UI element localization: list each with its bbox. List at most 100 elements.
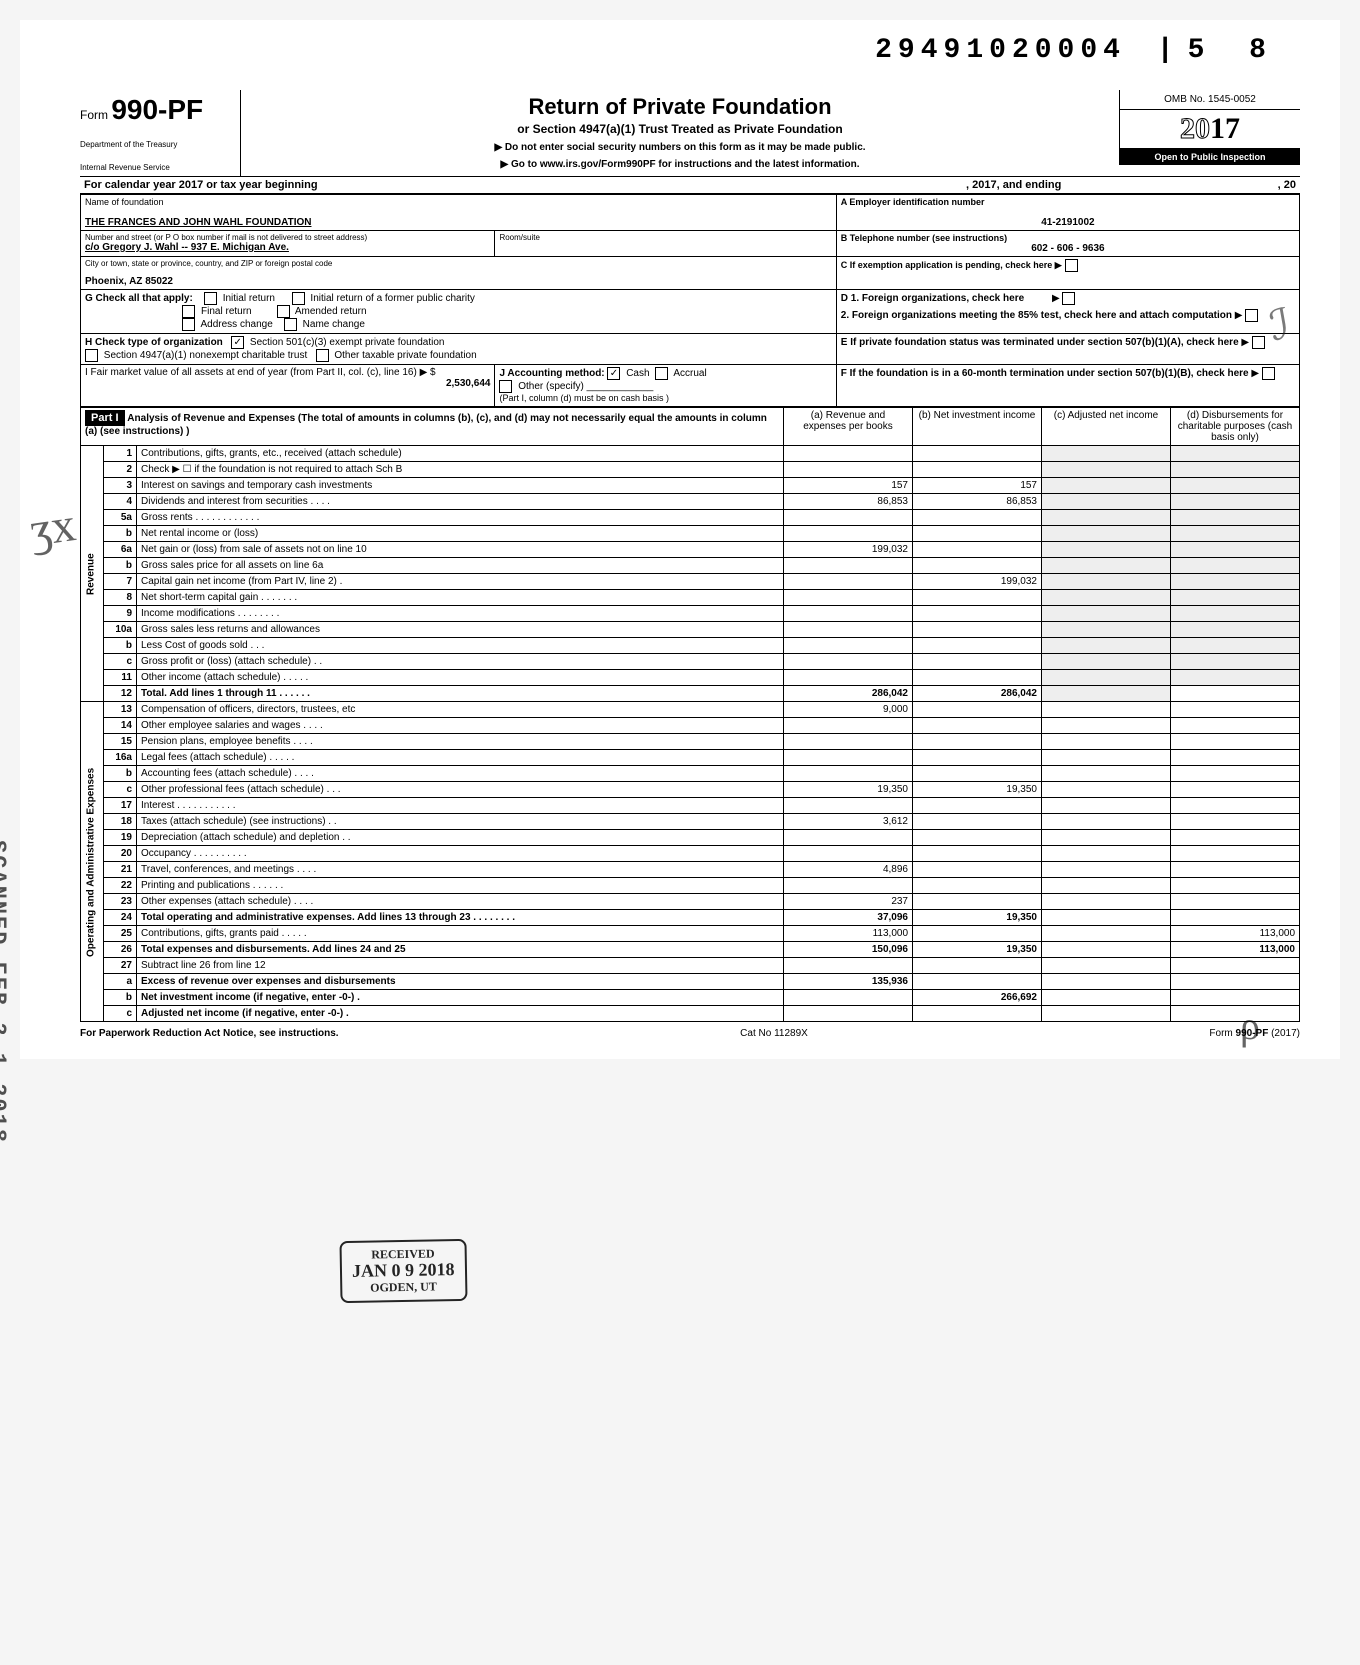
amount-cell-b (913, 878, 1042, 894)
amount-cell-b (913, 814, 1042, 830)
amount-cell-c (1042, 750, 1171, 766)
j-cash-checkbox[interactable]: ✓ (607, 367, 620, 380)
amount-cell-b (913, 526, 1042, 542)
j-accrual-checkbox[interactable] (655, 367, 668, 380)
j-other-checkbox[interactable] (499, 380, 512, 393)
amount-cell-a (784, 1006, 913, 1022)
amount-cell-a (784, 638, 913, 654)
row-description: Net gain or (loss) from sale of assets n… (137, 542, 784, 558)
amount-cell-a (784, 718, 913, 734)
row-number: b (104, 638, 137, 654)
instr-1: ▶ Do not enter social security numbers o… (249, 142, 1111, 153)
g-address-checkbox[interactable] (182, 318, 195, 331)
row-number: 21 (104, 862, 137, 878)
amount-cell-d (1171, 654, 1300, 670)
right-header-box: OMB No. 1545-0052 2017 Open to Public In… (1119, 90, 1300, 165)
row-description: Printing and publications . . . . . . (137, 878, 784, 894)
tel-label: B Telephone number (see instructions) (841, 233, 1295, 243)
row-description: Check ▶ ☐ if the foundation is not requi… (137, 462, 784, 478)
g-label: G Check all that apply: (85, 293, 193, 304)
amount-cell-b (913, 622, 1042, 638)
row-description: Travel, conferences, and meetings . . . … (137, 862, 784, 878)
h-other-checkbox[interactable] (316, 349, 329, 362)
amount-cell-c (1042, 670, 1171, 686)
col-d-header: (d) Disbursements for charitable purpose… (1171, 408, 1300, 446)
page-footer: For Paperwork Reduction Act Notice, see … (80, 1028, 1300, 1039)
row-number: 12 (104, 686, 137, 702)
row-number: a (104, 974, 137, 990)
amount-cell-d (1171, 910, 1300, 926)
amount-cell-d (1171, 750, 1300, 766)
table-row: aExcess of revenue over expenses and dis… (81, 974, 1300, 990)
g-final-checkbox[interactable] (182, 305, 195, 318)
amount-cell-b (913, 830, 1042, 846)
row-number: c (104, 654, 137, 670)
row-description: Total. Add lines 1 through 11 . . . . . … (137, 686, 784, 702)
amount-cell-b (913, 670, 1042, 686)
amount-cell-d (1171, 958, 1300, 974)
amount-cell-b (913, 766, 1042, 782)
year-solid: 17 (1210, 112, 1240, 145)
amount-cell-a: 113,000 (784, 926, 913, 942)
amount-cell-d (1171, 830, 1300, 846)
table-row: 9Income modifications . . . . . . . . (81, 606, 1300, 622)
h-4947-checkbox[interactable] (85, 349, 98, 362)
table-row: cOther professional fees (attach schedul… (81, 782, 1300, 798)
amount-cell-a (784, 766, 913, 782)
g-opt-address: Address change (200, 319, 272, 330)
table-row: 18Taxes (attach schedule) (see instructi… (81, 814, 1300, 830)
row-number: 22 (104, 878, 137, 894)
amount-cell-c (1042, 702, 1171, 718)
e-checkbox[interactable] (1252, 336, 1265, 349)
amount-cell-a (784, 510, 913, 526)
c-checkbox[interactable] (1065, 259, 1078, 272)
amount-cell-d (1171, 526, 1300, 542)
amount-cell-b (913, 654, 1042, 670)
row-number: b (104, 990, 137, 1006)
amount-cell-d (1171, 622, 1300, 638)
j-accrual: Accrual (673, 368, 706, 379)
amount-cell-b (913, 926, 1042, 942)
amount-cell-d (1171, 686, 1300, 702)
amount-cell-a (784, 670, 913, 686)
amount-cell-c (1042, 462, 1171, 478)
amount-cell-b (913, 590, 1042, 606)
amount-cell-b (913, 702, 1042, 718)
cal-year-mid: , 2017, and ending (966, 179, 1146, 191)
d2-checkbox[interactable] (1245, 309, 1258, 322)
amount-cell-a (784, 558, 913, 574)
amount-cell-a: 19,350 (784, 782, 913, 798)
row-number: 27 (104, 958, 137, 974)
row-description: Subtract line 26 from line 12 (137, 958, 784, 974)
g-amended-checkbox[interactable] (277, 305, 290, 318)
row-number: b (104, 526, 137, 542)
h-opt2: Section 4947(a)(1) nonexempt charitable … (104, 350, 307, 361)
g-initial-checkbox[interactable] (204, 292, 217, 305)
h-501c3-checkbox[interactable]: ✓ (231, 336, 244, 349)
e-label: E If private foundation status was termi… (841, 337, 1239, 348)
table-row: bGross sales price for all assets on lin… (81, 558, 1300, 574)
amount-cell-a (784, 798, 913, 814)
g-namechg-checkbox[interactable] (284, 318, 297, 331)
table-row: 26Total expenses and disbursements. Add … (81, 942, 1300, 958)
amount-cell-c (1042, 446, 1171, 462)
table-row: cAdjusted net income (if negative, enter… (81, 1006, 1300, 1022)
amount-cell-c (1042, 494, 1171, 510)
amount-cell-d (1171, 574, 1300, 590)
table-row: 5aGross rents . . . . . . . . . . . . (81, 510, 1300, 526)
amount-cell-d (1171, 606, 1300, 622)
row-description: Gross profit or (loss) (attach schedule)… (137, 654, 784, 670)
row-description: Contributions, gifts, grants paid . . . … (137, 926, 784, 942)
amount-cell-b: 86,853 (913, 494, 1042, 510)
amount-cell-d: 113,000 (1171, 942, 1300, 958)
row-number: 19 (104, 830, 137, 846)
d1-checkbox[interactable] (1062, 292, 1075, 305)
row-number: 18 (104, 814, 137, 830)
amount-cell-d (1171, 542, 1300, 558)
table-row: cGross profit or (loss) (attach schedule… (81, 654, 1300, 670)
f-checkbox[interactable] (1262, 367, 1275, 380)
amount-cell-a (784, 462, 913, 478)
g-former-checkbox[interactable] (292, 292, 305, 305)
amount-cell-d (1171, 766, 1300, 782)
row-description: Dividends and interest from securities .… (137, 494, 784, 510)
